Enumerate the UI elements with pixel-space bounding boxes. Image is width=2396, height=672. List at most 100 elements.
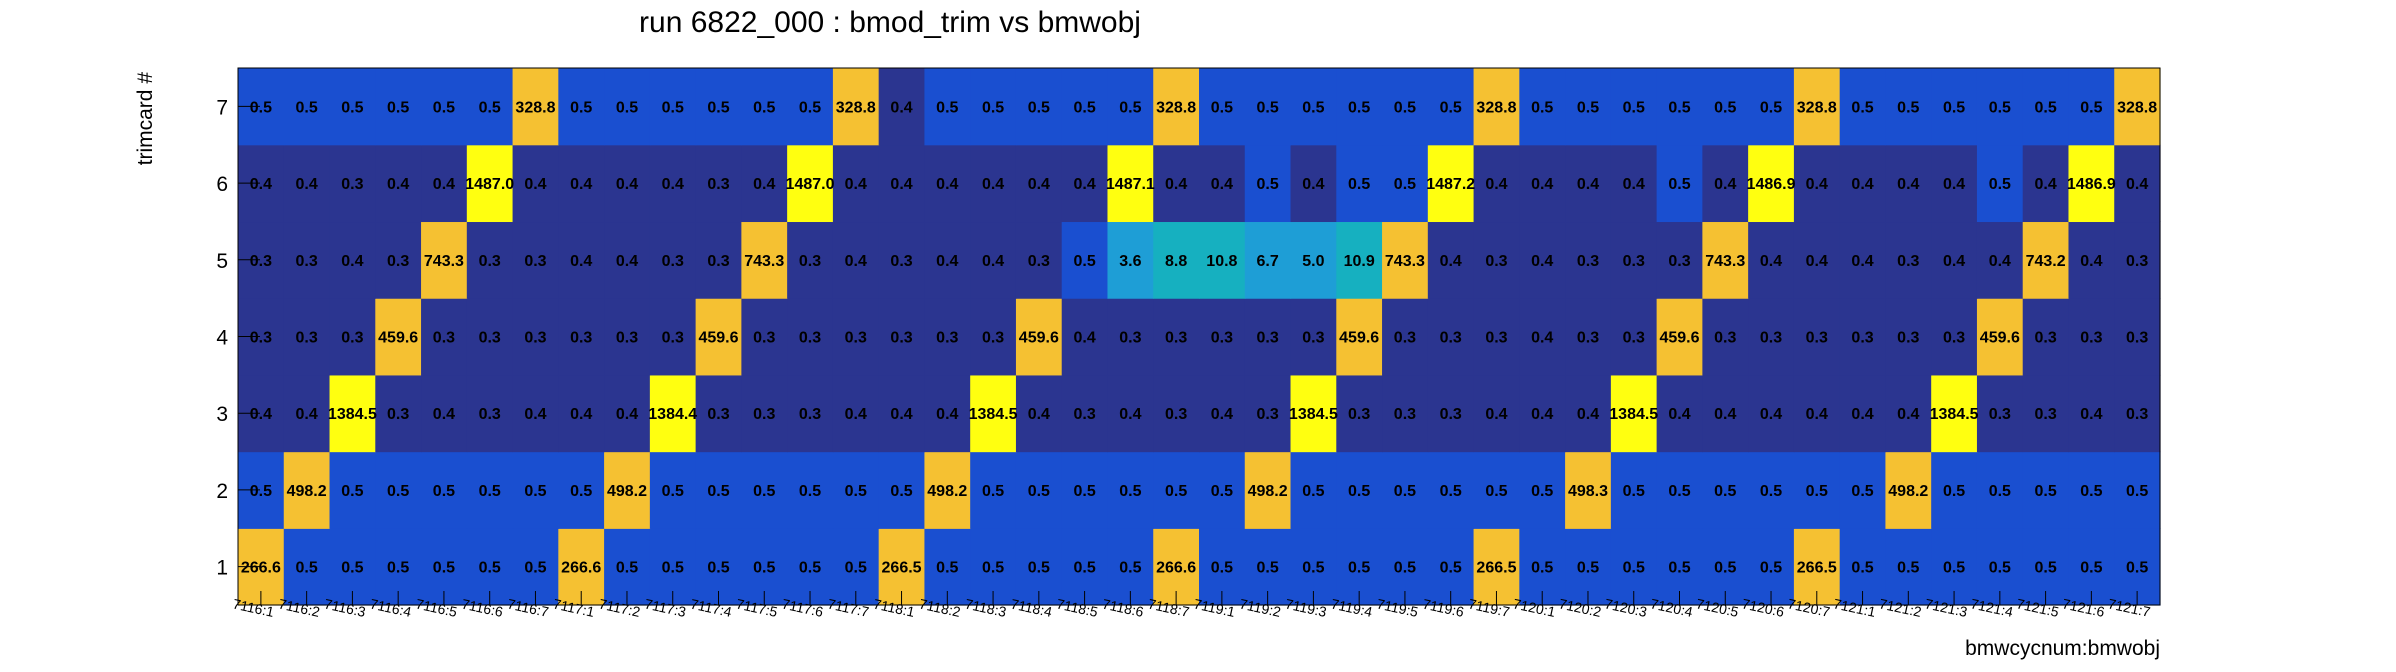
heatmap-cell <box>787 144 834 223</box>
heatmap-cell <box>1290 221 1337 299</box>
y-tick-label: 2 <box>216 480 228 503</box>
cell-value-label: 0.3 <box>524 330 546 347</box>
y-tick-label: 4 <box>216 327 228 350</box>
heatmap-cell-labels: 266.6 0.5 0.5 0.5 0.5 0.5 0.5 266.6 0.5 0.5 0.5 0.5… <box>241 99 2157 576</box>
heatmap-cell <box>695 451 742 529</box>
cell-value-label: 0.3 <box>1760 330 1782 347</box>
y-tick-label: 5 <box>216 250 228 273</box>
heatmap-cell <box>283 451 331 529</box>
cell-value-label: 743.3 <box>1385 253 1425 270</box>
cell-value-label: 459.6 <box>1659 330 1699 347</box>
cell-value-label: 0.3 <box>753 406 775 423</box>
cell-value-label: 0.5 <box>387 560 409 577</box>
heatmap-cell <box>970 298 1017 376</box>
cell-value-label: 0.3 <box>799 406 821 423</box>
heatmap-cell <box>1290 374 1337 453</box>
heatmap-cell <box>512 451 559 529</box>
cell-value-label: 0.4 <box>1623 176 1645 193</box>
cell-value-label: 1487.0 <box>786 176 835 193</box>
cell-value-label: 0.3 <box>1623 330 1645 347</box>
heatmap-cell <box>695 221 742 299</box>
heatmap-cell <box>1885 68 1932 146</box>
cell-value-label: 0.3 <box>1028 253 1050 270</box>
cell-value-label: 0.4 <box>936 176 958 193</box>
cell-value-label: 0.5 <box>341 560 363 577</box>
heatmap-cell <box>466 68 514 146</box>
heatmap-cell <box>512 298 559 376</box>
cell-value-label: 0.5 <box>1760 483 1782 500</box>
cell-value-label: 1384.5 <box>969 406 1018 423</box>
heatmap-cell <box>2114 221 2161 299</box>
heatmap-cell <box>1748 451 1795 529</box>
cell-value-label: 0.3 <box>433 330 455 347</box>
cell-value-label: 0.3 <box>341 330 363 347</box>
cell-value-label: 0.5 <box>1302 560 1324 577</box>
heatmap-cell <box>924 374 971 453</box>
cell-value-label: 0.4 <box>1577 406 1599 423</box>
heatmap-cell <box>1153 374 1200 453</box>
cell-value-label: 0.5 <box>2034 99 2056 116</box>
heatmap-cell <box>649 298 697 376</box>
cell-value-label: 0.3 <box>982 330 1004 347</box>
heatmap-cell <box>878 374 926 453</box>
cell-value-label: 0.4 <box>1714 176 1736 193</box>
cell-value-label: 0.5 <box>479 560 501 577</box>
cell-value-label: 0.5 <box>1714 483 1736 500</box>
heatmap-cell <box>421 374 468 453</box>
y-tick-label: 3 <box>216 403 228 426</box>
heatmap-cell <box>283 144 331 223</box>
cell-value-label: 0.5 <box>936 99 958 116</box>
cell-value-label: 0.5 <box>1348 560 1370 577</box>
heatmap-cell <box>649 221 697 299</box>
heatmap-cell <box>1610 221 1658 299</box>
heatmap-cell <box>695 298 742 376</box>
cell-value-label: 0.5 <box>1211 99 1233 116</box>
cell-value-label: 1384.4 <box>648 406 697 423</box>
heatmap-cell <box>1519 68 1566 146</box>
cell-value-label: 0.3 <box>890 253 912 270</box>
heatmap-cell <box>970 374 1017 453</box>
cell-value-label: 0.5 <box>1257 560 1279 577</box>
cell-value-label: 0.4 <box>616 253 638 270</box>
heatmap-cell <box>421 298 468 376</box>
cell-value-label: 0.5 <box>1531 560 1553 577</box>
heatmap-cell <box>2068 374 2115 453</box>
heatmap-cell <box>649 68 697 146</box>
heatmap-cell <box>924 68 971 146</box>
heatmap-cell <box>832 68 880 146</box>
heatmap-cell <box>1931 221 1978 299</box>
cell-value-label: 1486.9 <box>1747 176 1796 193</box>
cell-value-label: 0.4 <box>296 176 318 193</box>
heatmap-cell <box>1839 144 1887 223</box>
cell-value-label: 0.4 <box>1073 330 1095 347</box>
cell-value-label: 0.4 <box>1943 176 1965 193</box>
cell-value-label: 0.5 <box>890 483 912 500</box>
cell-value-label: 0.4 <box>753 176 775 193</box>
heatmap-cell <box>1427 298 1475 376</box>
heatmap-cell <box>1244 221 1292 299</box>
cell-value-label: 0.5 <box>479 99 501 116</box>
heatmap-cell <box>1473 68 1520 146</box>
cell-value-label: 0.4 <box>890 99 912 116</box>
cell-value-label: 0.4 <box>433 406 455 423</box>
cell-value-label: 1384.5 <box>1930 406 1979 423</box>
cell-value-label: 0.3 <box>1714 330 1736 347</box>
cell-value-label: 0.5 <box>845 560 867 577</box>
heatmap-cell <box>1793 451 1841 529</box>
heatmap-cell <box>1976 298 2024 376</box>
cell-value-label: 0.5 <box>1851 99 1873 116</box>
heatmap-cell <box>604 144 651 223</box>
heatmap-cell <box>832 221 880 299</box>
cell-value-label: 0.5 <box>982 560 1004 577</box>
heatmap-cell <box>924 298 971 376</box>
cell-value-label: 0.5 <box>1623 99 1645 116</box>
heatmap-cell <box>329 298 376 376</box>
cell-value-label: 0.5 <box>1440 99 1462 116</box>
cell-value-label: 0.4 <box>1302 176 1324 193</box>
cell-value-label: 0.5 <box>524 560 546 577</box>
cell-value-label: 0.4 <box>845 176 867 193</box>
heatmap-cell <box>466 298 514 376</box>
heatmap-cell <box>1748 221 1795 299</box>
cell-value-label: 0.3 <box>616 330 638 347</box>
cell-value-label: 0.5 <box>1073 560 1095 577</box>
